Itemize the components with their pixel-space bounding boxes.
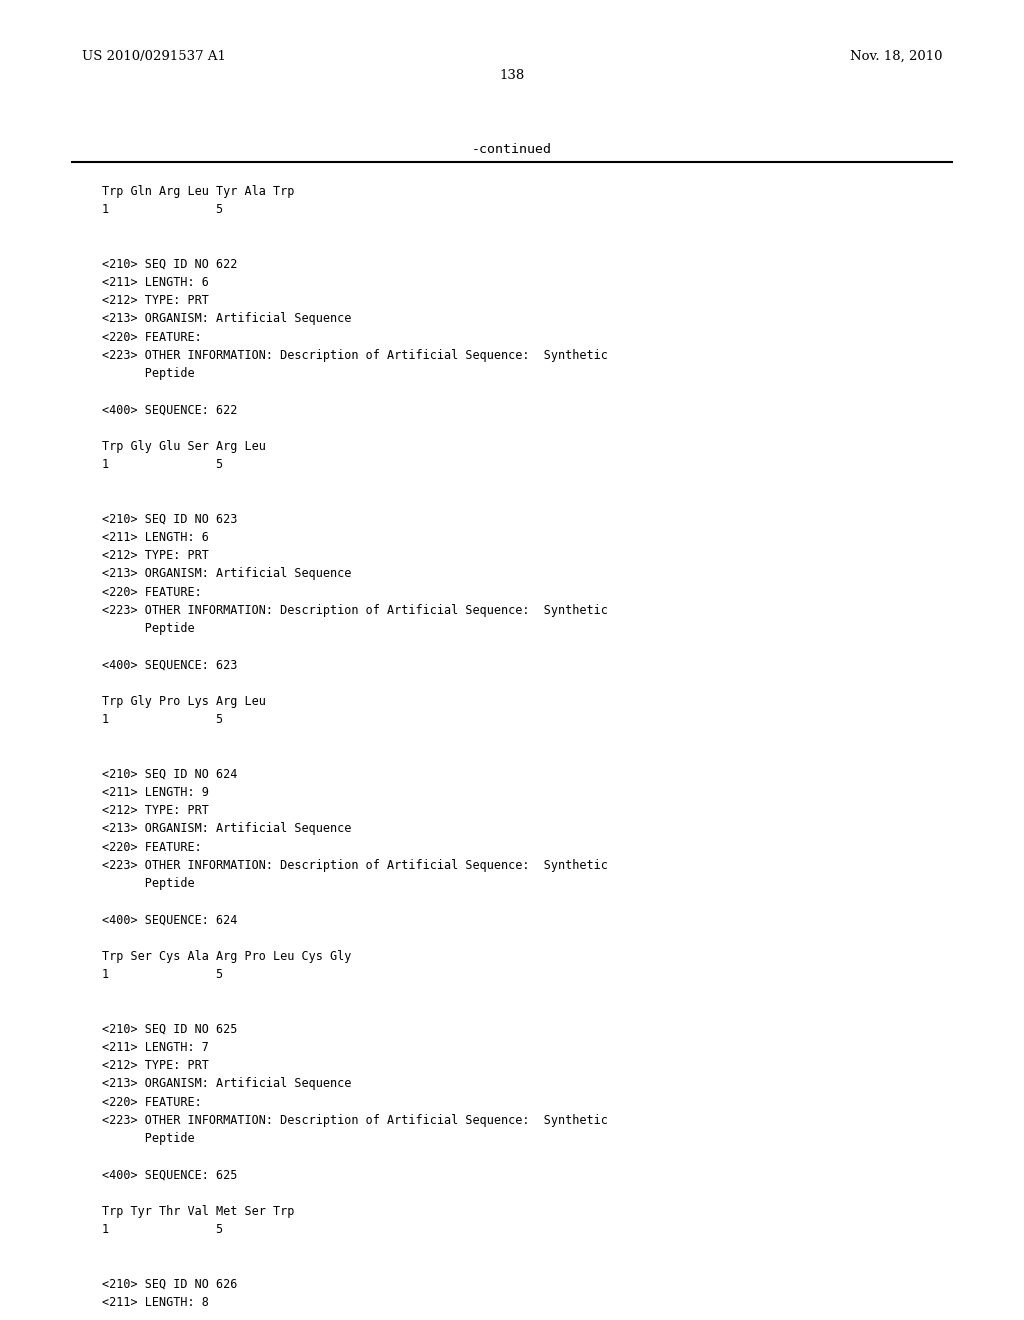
Text: Trp Ser Cys Ala Arg Pro Leu Cys Gly: Trp Ser Cys Ala Arg Pro Leu Cys Gly xyxy=(102,950,352,962)
Text: Peptide: Peptide xyxy=(102,876,195,890)
Text: 138: 138 xyxy=(500,69,524,82)
Text: <400> SEQUENCE: 625: <400> SEQUENCE: 625 xyxy=(102,1168,238,1181)
Text: Peptide: Peptide xyxy=(102,622,195,635)
Text: <400> SEQUENCE: 624: <400> SEQUENCE: 624 xyxy=(102,913,238,927)
Text: <211> LENGTH: 7: <211> LENGTH: 7 xyxy=(102,1041,209,1053)
Text: Trp Gly Glu Ser Arg Leu: Trp Gly Glu Ser Arg Leu xyxy=(102,440,266,453)
Text: <210> SEQ ID NO 623: <210> SEQ ID NO 623 xyxy=(102,512,238,525)
Text: <211> LENGTH: 9: <211> LENGTH: 9 xyxy=(102,785,209,799)
Text: Trp Gly Pro Lys Arg Leu: Trp Gly Pro Lys Arg Leu xyxy=(102,694,266,708)
Text: <213> ORGANISM: Artificial Sequence: <213> ORGANISM: Artificial Sequence xyxy=(102,568,352,581)
Text: <220> FEATURE:: <220> FEATURE: xyxy=(102,841,202,854)
Text: 1               5: 1 5 xyxy=(102,458,223,471)
Text: <210> SEQ ID NO 625: <210> SEQ ID NO 625 xyxy=(102,1023,238,1036)
Text: Peptide: Peptide xyxy=(102,1133,195,1144)
Text: <220> FEATURE:: <220> FEATURE: xyxy=(102,330,202,343)
Text: <213> ORGANISM: Artificial Sequence: <213> ORGANISM: Artificial Sequence xyxy=(102,313,352,325)
Text: <210> SEQ ID NO 626: <210> SEQ ID NO 626 xyxy=(102,1278,238,1291)
Text: Nov. 18, 2010: Nov. 18, 2010 xyxy=(850,50,942,63)
Text: <212> TYPE: PRT: <212> TYPE: PRT xyxy=(102,1059,209,1072)
Text: <211> LENGTH: 6: <211> LENGTH: 6 xyxy=(102,531,209,544)
Text: Trp Gln Arg Leu Tyr Ala Trp: Trp Gln Arg Leu Tyr Ala Trp xyxy=(102,185,295,198)
Text: <400> SEQUENCE: 622: <400> SEQUENCE: 622 xyxy=(102,404,238,416)
Text: -continued: -continued xyxy=(472,143,552,156)
Text: <223> OTHER INFORMATION: Description of Artificial Sequence:  Synthetic: <223> OTHER INFORMATION: Description of … xyxy=(102,348,608,362)
Text: Trp Tyr Thr Val Met Ser Trp: Trp Tyr Thr Val Met Ser Trp xyxy=(102,1205,295,1218)
Text: <210> SEQ ID NO 622: <210> SEQ ID NO 622 xyxy=(102,257,238,271)
Text: <223> OTHER INFORMATION: Description of Artificial Sequence:  Synthetic: <223> OTHER INFORMATION: Description of … xyxy=(102,1114,608,1127)
Text: <212> TYPE: PRT: <212> TYPE: PRT xyxy=(102,804,209,817)
Text: <212> TYPE: PRT: <212> TYPE: PRT xyxy=(102,549,209,562)
Text: <400> SEQUENCE: 623: <400> SEQUENCE: 623 xyxy=(102,659,238,672)
Text: <220> FEATURE:: <220> FEATURE: xyxy=(102,586,202,598)
Text: <223> OTHER INFORMATION: Description of Artificial Sequence:  Synthetic: <223> OTHER INFORMATION: Description of … xyxy=(102,859,608,871)
Text: Peptide: Peptide xyxy=(102,367,195,380)
Text: US 2010/0291537 A1: US 2010/0291537 A1 xyxy=(82,50,226,63)
Text: <212> TYPE: PRT: <212> TYPE: PRT xyxy=(102,294,209,308)
Text: <220> FEATURE:: <220> FEATURE: xyxy=(102,1096,202,1109)
Text: 1               5: 1 5 xyxy=(102,203,223,216)
Text: <213> ORGANISM: Artificial Sequence: <213> ORGANISM: Artificial Sequence xyxy=(102,822,352,836)
Text: 1               5: 1 5 xyxy=(102,1224,223,1236)
Text: <211> LENGTH: 8: <211> LENGTH: 8 xyxy=(102,1296,209,1309)
Text: 1               5: 1 5 xyxy=(102,968,223,981)
Text: 1               5: 1 5 xyxy=(102,713,223,726)
Text: <223> OTHER INFORMATION: Description of Artificial Sequence:  Synthetic: <223> OTHER INFORMATION: Description of … xyxy=(102,603,608,616)
Text: <210> SEQ ID NO 624: <210> SEQ ID NO 624 xyxy=(102,768,238,780)
Text: <213> ORGANISM: Artificial Sequence: <213> ORGANISM: Artificial Sequence xyxy=(102,1077,352,1090)
Text: <211> LENGTH: 6: <211> LENGTH: 6 xyxy=(102,276,209,289)
